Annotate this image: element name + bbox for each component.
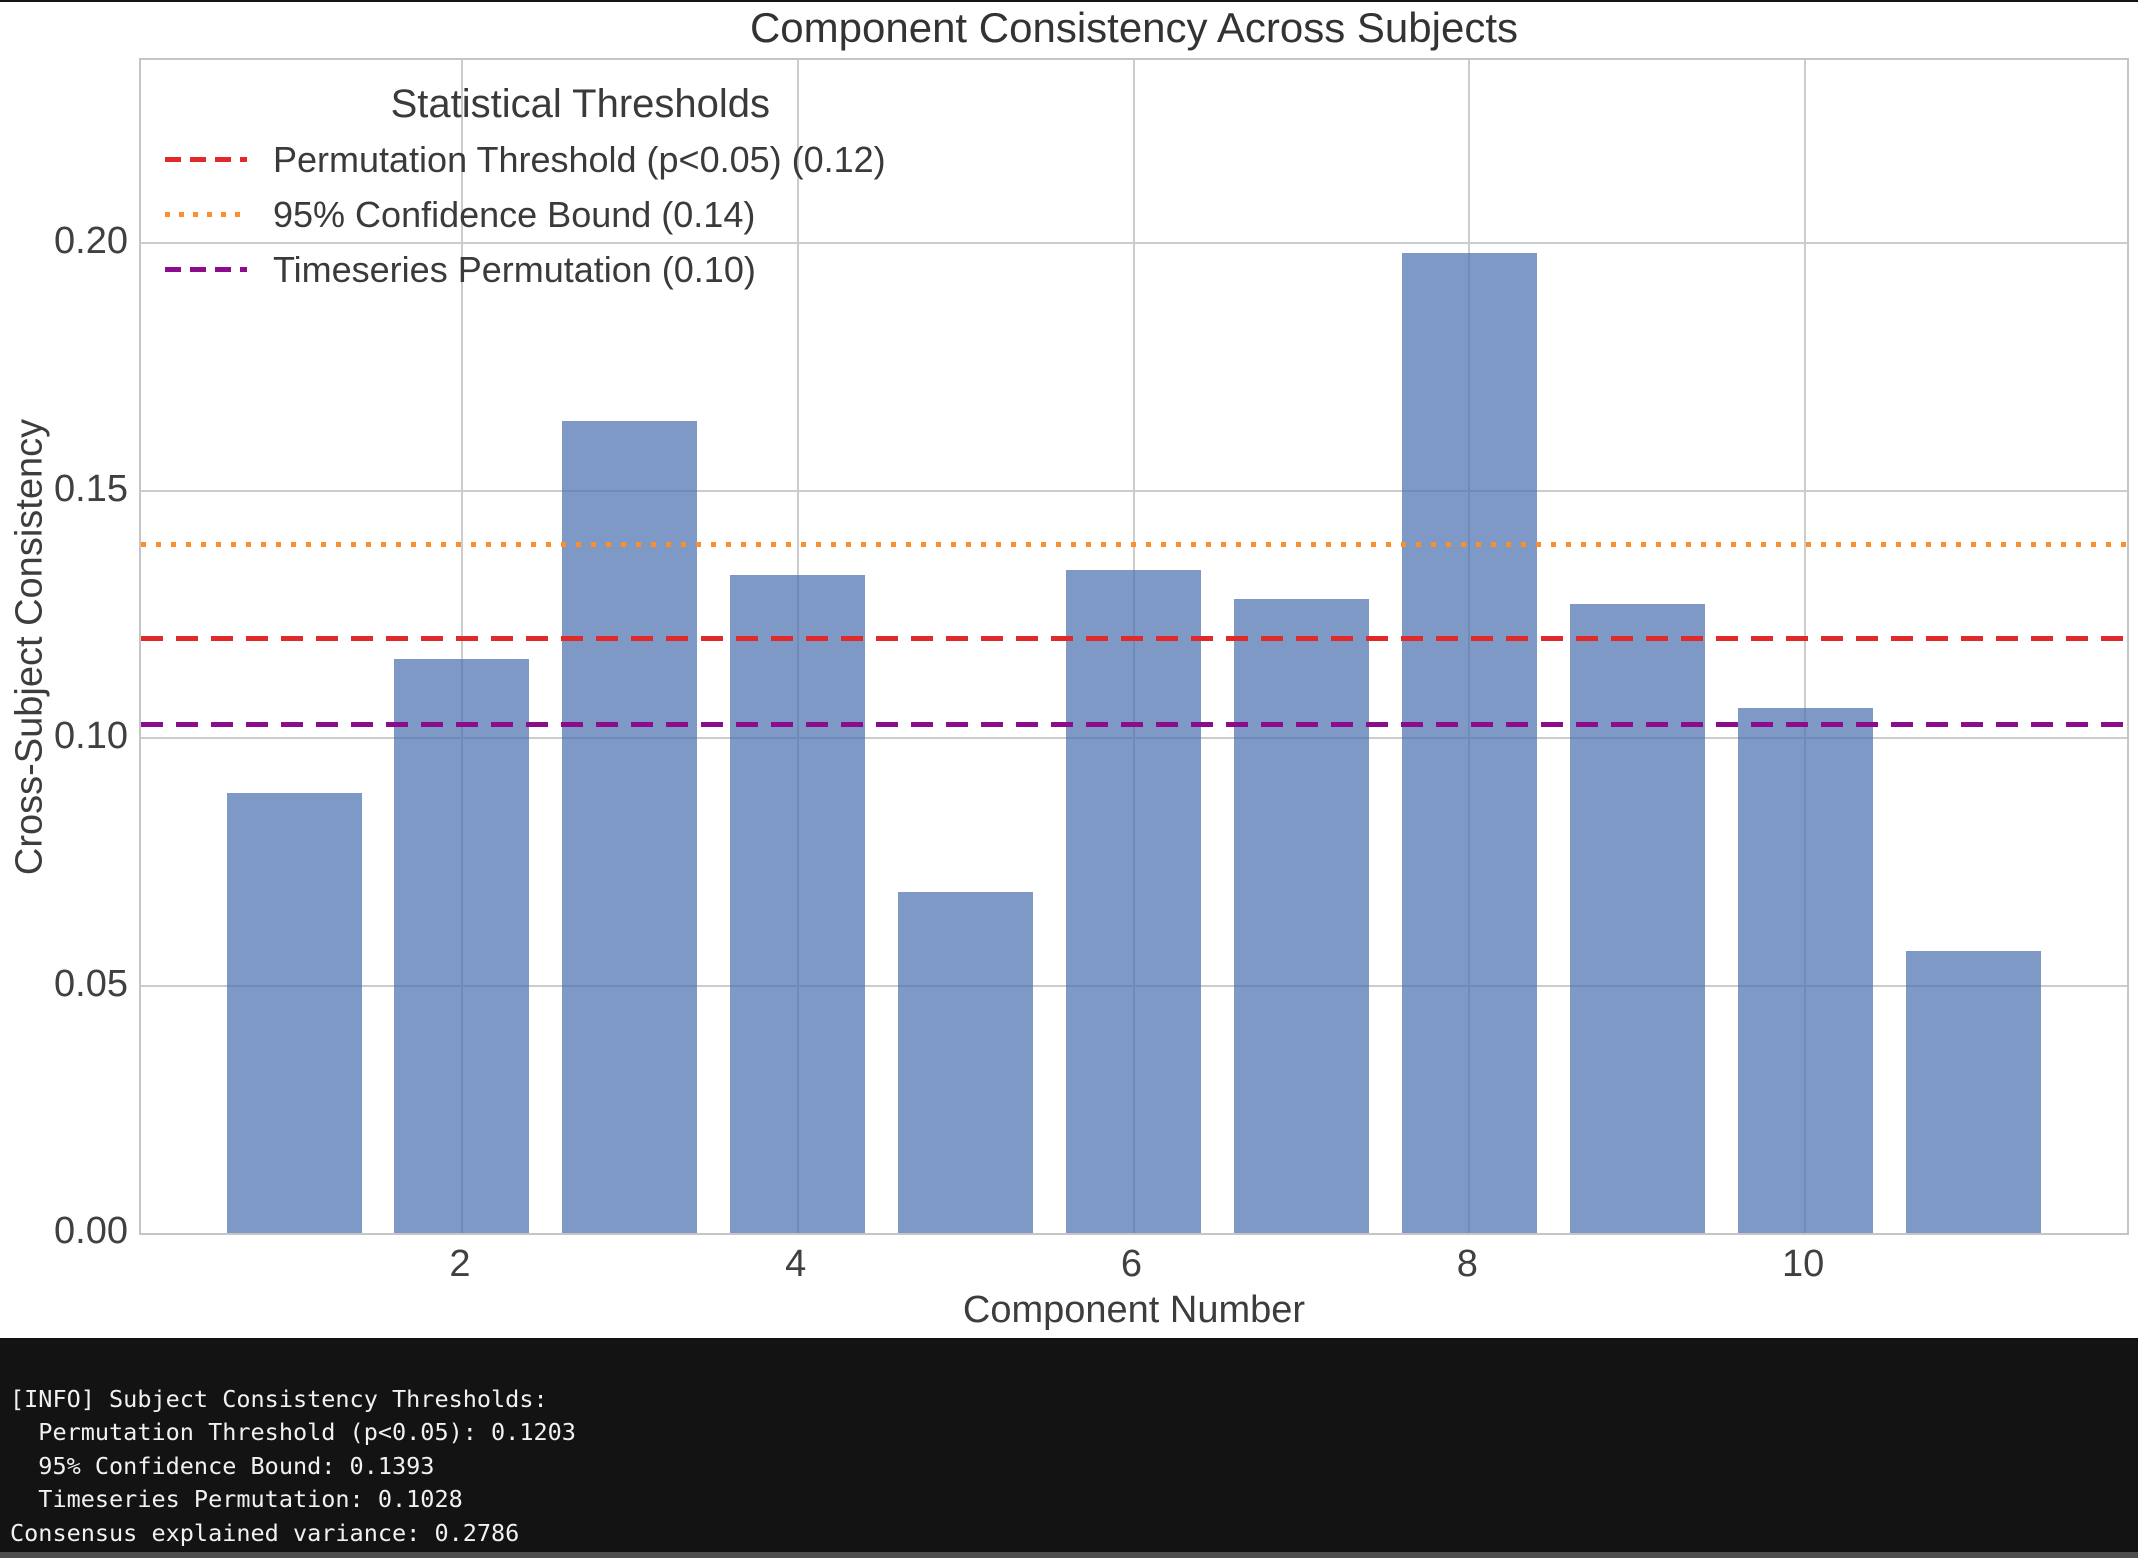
threshold-line-1: [141, 541, 2127, 547]
terminal-line: [INFO] Subject Consistency Thresholds:: [10, 1385, 548, 1413]
terminal-line: Permutation Threshold (p<0.05): 0.1203: [10, 1418, 576, 1447]
gridline-vertical: [1804, 60, 1807, 1233]
consistency-bar-component-3: [562, 421, 698, 1233]
legend: Statistical Thresholds Permutation Thres…: [165, 76, 886, 297]
y-tick-label: 0.05: [54, 962, 128, 1005]
consistency-bar-component-1: [226, 792, 362, 1233]
x-tick-label: 4: [785, 1243, 807, 1285]
consistency-bar-component-4: [730, 574, 866, 1233]
red-dashed-line-sample: [165, 157, 247, 162]
consistency-bar-component-2: [394, 658, 530, 1233]
purple-dashed-line-sample: [165, 267, 247, 272]
y-tick-label: 0.10: [54, 715, 128, 758]
x-tick-label: 6: [1120, 1243, 1143, 1285]
chart-title: Component Consistency Across Subjects: [749, 4, 1519, 51]
plot-area: Statistical Thresholds Permutation Thres…: [139, 58, 2129, 1235]
terminal-output: [INFO] Subject Consistency Thresholds: P…: [0, 1338, 2138, 1552]
consistency-bar-component-11: [1905, 950, 2041, 1233]
legend-item-timeseries-permutation: Timeseries Permutation (0.10): [165, 242, 886, 297]
bottom-scrollbar-strip: [0, 1552, 2138, 1558]
consistency-bar-component-6: [1066, 569, 1201, 1233]
orange-dotted-line-sample: [165, 212, 247, 217]
x-tick-label: 2: [449, 1243, 471, 1285]
legend-item-permutation-threshold: Permutation Threshold (p<0.05) (0.12): [165, 132, 886, 187]
x-tick-label: 10: [1781, 1243, 1825, 1285]
threshold-line-0: [141, 635, 2127, 641]
window-top-edge: [0, 0, 2138, 2]
x-axis-label: Component Number: [962, 1289, 1306, 1331]
consistency-bar-component-5: [898, 891, 1034, 1233]
terminal-line: Timeseries Permutation: 0.1028: [10, 1485, 463, 1514]
figure-canvas: Component Consistency Across Subjects Cr…: [0, 2, 2138, 1338]
terminal-line: 95% Confidence Bound: 0.1393: [10, 1451, 435, 1480]
x-tick-label: 8: [1456, 1243, 1478, 1285]
y-tick-label: 0.20: [54, 220, 128, 263]
consistency-bar-component-9: [1569, 604, 1705, 1233]
consistency-bar-component-8: [1401, 253, 1537, 1233]
terminal-line: Consensus explained variance: 0.2786: [10, 1518, 520, 1547]
legend-item-confidence-bound: 95% Confidence Bound (0.14): [165, 187, 886, 242]
y-tick-label: 0.00: [54, 1210, 128, 1252]
consistency-bar-component-10: [1737, 708, 1873, 1233]
gridline-vertical: [460, 60, 463, 1233]
y-tick-label: 0.15: [54, 467, 128, 510]
threshold-line-2: [141, 722, 2127, 728]
legend-title: Statistical Thresholds: [390, 82, 771, 126]
consistency-bar-component-7: [1233, 599, 1369, 1233]
